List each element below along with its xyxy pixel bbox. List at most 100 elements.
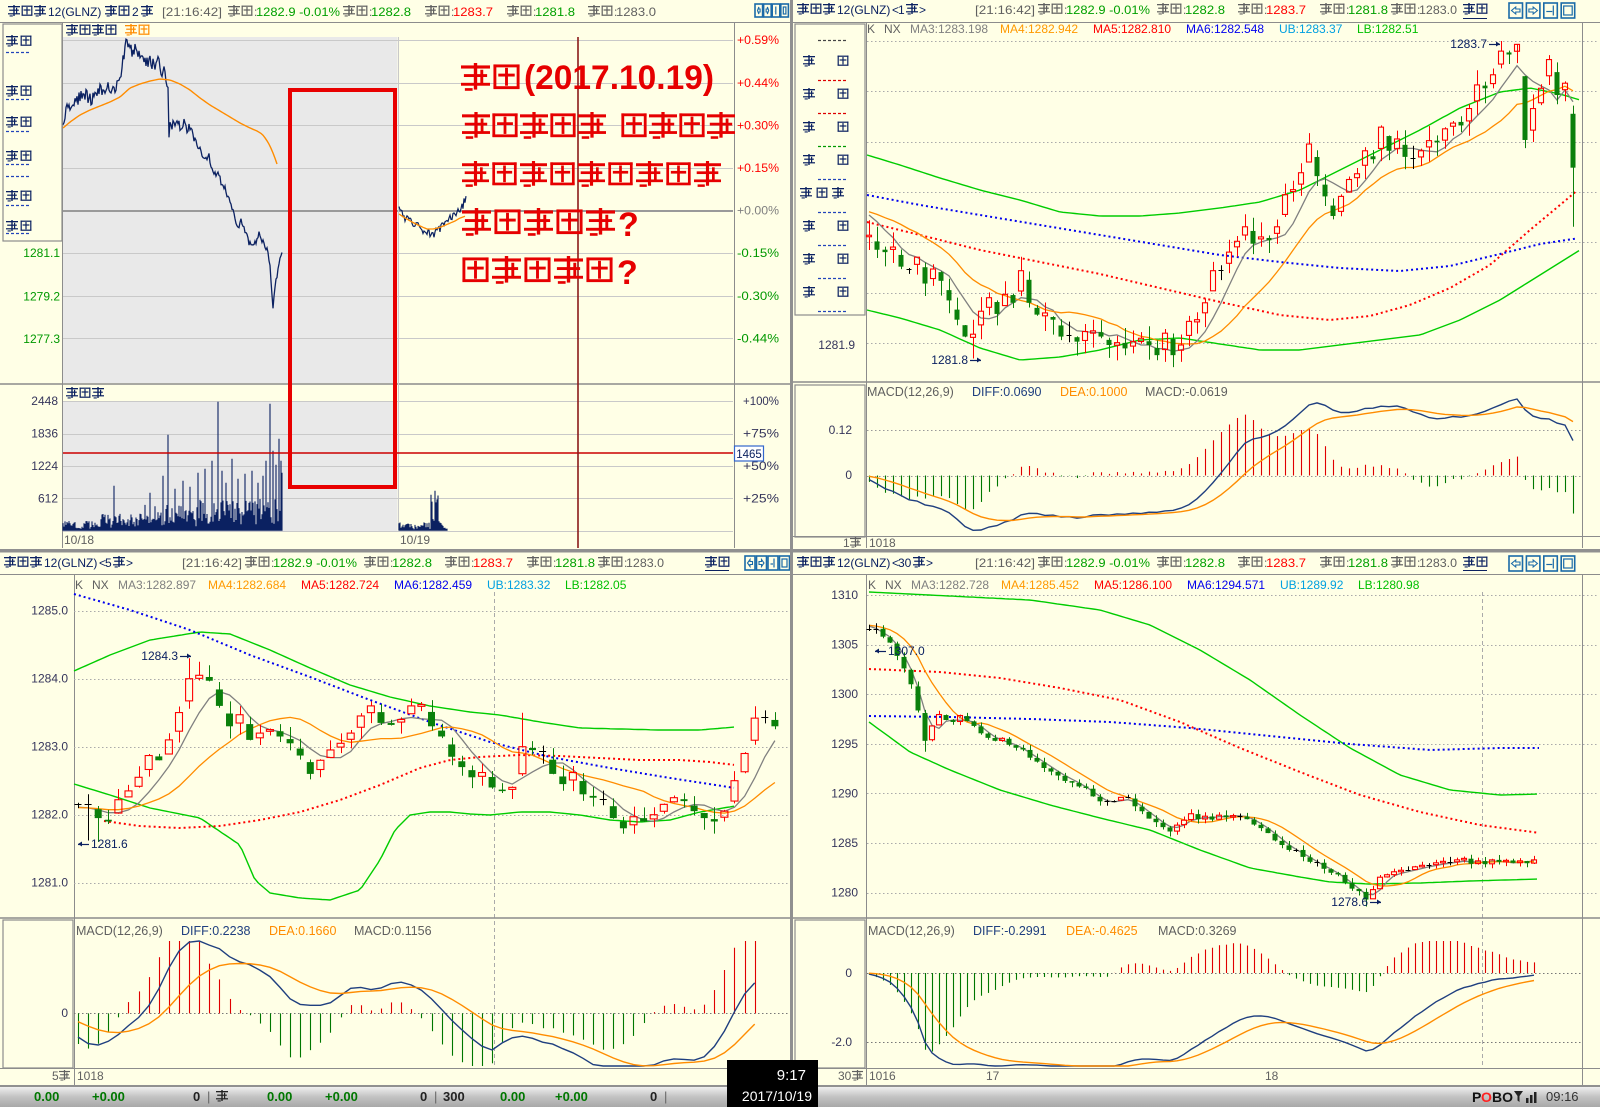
svg-text:0.00: 0.00 [500, 1089, 525, 1104]
svg-text:0: 0 [845, 468, 852, 482]
svg-text:30: 30 [838, 1069, 852, 1083]
svg-text:1281.8: 1281.8 [931, 353, 968, 367]
svg-text:1283.7: 1283.7 [473, 556, 513, 570]
svg-text:1281.6: 1281.6 [91, 837, 128, 851]
svg-text:1282.8: 1282.8 [1185, 556, 1225, 570]
svg-text:[21:16:42]: [21:16:42] [162, 5, 222, 19]
svg-text:MA5:1282.810: MA5:1282.810 [1093, 22, 1171, 36]
svg-text:<: < [99, 556, 106, 570]
svg-text:UB:1289.92: UB:1289.92 [1280, 578, 1344, 592]
svg-text:1285.0: 1285.0 [31, 604, 68, 618]
svg-text:LB:1282.51: LB:1282.51 [1357, 22, 1419, 36]
svg-text:09:16: 09:16 [1546, 1089, 1579, 1104]
svg-text::: : [1183, 3, 1186, 17]
svg-text:DEA:-0.4625: DEA:-0.4625 [1066, 924, 1138, 938]
svg-text::: : [390, 556, 393, 570]
svg-text:MA4:1285.452: MA4:1285.452 [1001, 578, 1079, 592]
svg-text:1282.8: 1282.8 [392, 556, 432, 570]
svg-text:9:17: 9:17 [777, 1067, 806, 1084]
svg-text:1: 1 [843, 536, 850, 550]
svg-text:1284.3: 1284.3 [141, 649, 178, 663]
svg-text:0.00: 0.00 [34, 1089, 59, 1104]
svg-text:MA4:1282.684: MA4:1282.684 [208, 578, 286, 592]
svg-text::: : [254, 5, 257, 19]
svg-text:O: O [1481, 1089, 1492, 1105]
svg-text:0: 0 [61, 1006, 68, 1020]
svg-text:10/18: 10/18 [64, 533, 94, 547]
svg-text:K: K [75, 578, 83, 592]
svg-text:12(GLNZ): 12(GLNZ) [44, 556, 97, 570]
svg-text:1283.7: 1283.7 [453, 5, 493, 19]
svg-text:DEA:0.1000: DEA:0.1000 [1060, 385, 1127, 399]
svg-text:1224: 1224 [31, 459, 58, 473]
svg-text::: : [1064, 3, 1067, 17]
svg-text:1281.8: 1281.8 [555, 556, 595, 570]
svg-text:?: ? [618, 206, 639, 244]
svg-text:+0.30%: +0.30% [737, 118, 779, 132]
svg-text:NX: NX [885, 578, 902, 592]
svg-text:1282.8: 1282.8 [1185, 3, 1225, 17]
svg-text:12(GLNZ): 12(GLNZ) [837, 3, 890, 17]
svg-text:P: P [1472, 1089, 1481, 1105]
svg-text:1018: 1018 [77, 1069, 104, 1083]
svg-text:+0.59%: +0.59% [737, 33, 779, 47]
svg-text:MA3:1282.897: MA3:1282.897 [118, 578, 196, 592]
svg-text:MA5:1286.100: MA5:1286.100 [1094, 578, 1172, 592]
svg-text::: : [369, 5, 372, 19]
svg-text:1280: 1280 [831, 886, 858, 900]
svg-text:5: 5 [52, 1069, 59, 1083]
svg-text:>: > [919, 3, 926, 17]
svg-text:MA6:1282.459: MA6:1282.459 [394, 578, 472, 592]
svg-text:1283.7: 1283.7 [1450, 37, 1487, 51]
svg-text:?: ? [617, 254, 638, 292]
svg-text:[21:16:42]: [21:16:42] [975, 556, 1035, 570]
svg-text:NX: NX [92, 578, 109, 592]
svg-text:+0.00: +0.00 [92, 1089, 125, 1104]
svg-text::: : [533, 5, 536, 19]
svg-text::: : [624, 556, 627, 570]
svg-text:MA3:1282.728: MA3:1282.728 [911, 578, 989, 592]
svg-text:1283.0: 1283.0 [31, 740, 68, 754]
svg-text::: : [451, 5, 454, 19]
svg-text:MA6:1294.571: MA6:1294.571 [1187, 578, 1265, 592]
svg-text:17: 17 [986, 1069, 1000, 1083]
svg-text:1016: 1016 [869, 1069, 896, 1083]
svg-text:1: 1 [898, 3, 905, 17]
svg-text:1283.0: 1283.0 [616, 5, 656, 19]
svg-text:1307.0: 1307.0 [888, 644, 925, 658]
svg-text:1285: 1285 [831, 836, 858, 850]
svg-text:0.12: 0.12 [829, 423, 853, 437]
svg-text:+0.00: +0.00 [555, 1089, 588, 1104]
svg-text:[21:16:42]: [21:16:42] [182, 556, 242, 570]
svg-text:+100%: +100% [743, 394, 779, 408]
svg-text:1281.0: 1281.0 [31, 876, 68, 890]
svg-text:1281.8: 1281.8 [1348, 3, 1388, 17]
svg-text:0: 0 [845, 966, 852, 980]
svg-text::: : [1417, 3, 1420, 17]
svg-text:300: 300 [443, 1089, 465, 1104]
svg-text:UB:1283.32: UB:1283.32 [487, 578, 551, 592]
svg-text:MACD(12,26,9): MACD(12,26,9) [76, 924, 163, 938]
svg-text:[21:16:42]: [21:16:42] [975, 3, 1035, 17]
svg-text:-0.15%: -0.15% [737, 246, 779, 260]
svg-text:|: | [434, 1089, 437, 1104]
svg-text::: : [1064, 556, 1067, 570]
svg-text:+0.44%: +0.44% [737, 76, 779, 90]
svg-text:LB:1282.05: LB:1282.05 [565, 578, 627, 592]
svg-text:1300: 1300 [831, 687, 858, 701]
svg-text:|: | [207, 1089, 210, 1104]
svg-text:1836: 1836 [31, 427, 58, 441]
svg-text:2: 2 [132, 5, 139, 19]
svg-text:1279.2: 1279.2 [23, 290, 60, 304]
svg-text:2448: 2448 [31, 394, 58, 408]
svg-text:1282.9 -0.01%: 1282.9 -0.01% [1066, 3, 1150, 17]
svg-text:MA3:1283.198: MA3:1283.198 [910, 22, 988, 36]
svg-text:1290: 1290 [831, 786, 858, 800]
svg-text:1310: 1310 [831, 588, 858, 602]
svg-text:MACD:-0.0619: MACD:-0.0619 [1145, 385, 1228, 399]
svg-text:>: > [126, 556, 133, 570]
svg-text::: : [1417, 556, 1420, 570]
svg-text:1283.0: 1283.0 [626, 556, 664, 570]
svg-text:MA4:1282.942: MA4:1282.942 [1000, 22, 1078, 36]
svg-text:+25%: +25% [743, 491, 779, 505]
